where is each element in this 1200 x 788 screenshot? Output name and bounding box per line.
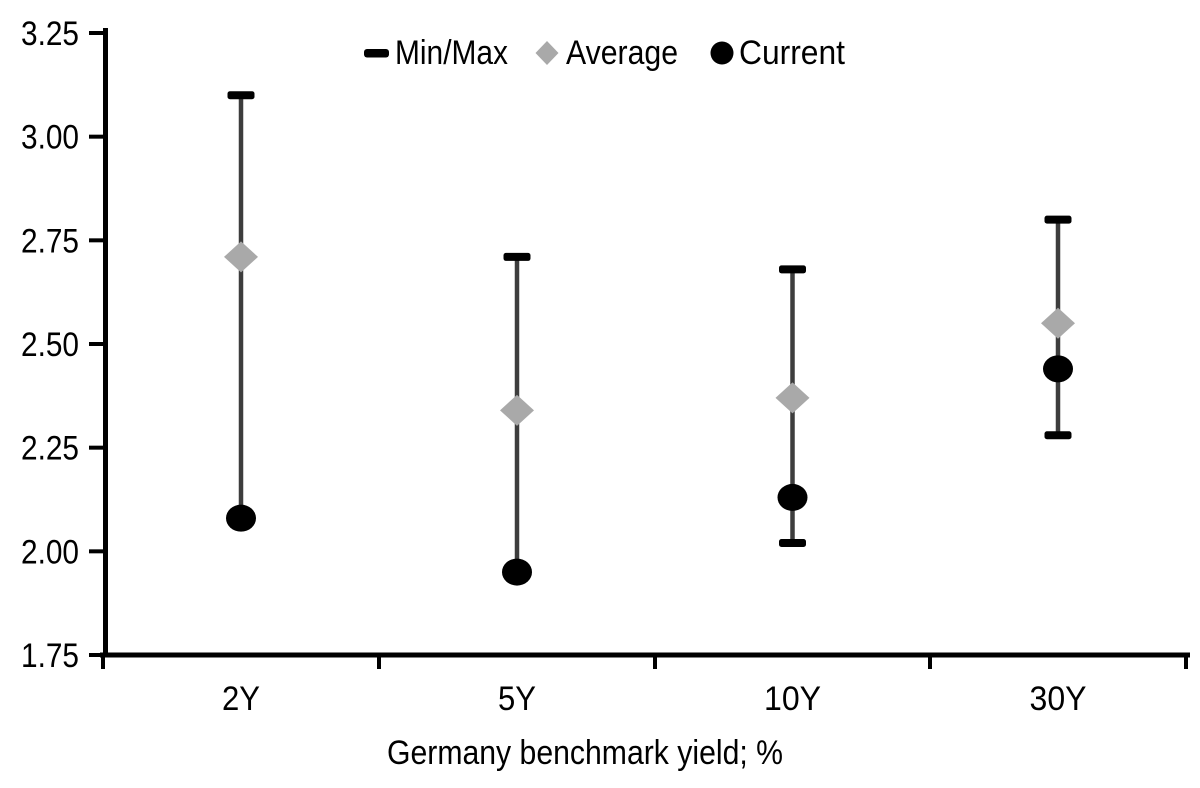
y-axis-tick [89, 549, 103, 554]
average-diamond-icon [535, 41, 559, 65]
y-axis: 1.75 2.00 2.25 2.50 2.75 3.00 3.25 [21, 15, 108, 675]
x-category-label: 30Y [1030, 680, 1087, 718]
max-cap [1044, 215, 1072, 224]
average-diamond [224, 241, 258, 273]
y-tick-label: 2.75 [21, 222, 79, 260]
legend: Min/Max Average Current [364, 34, 846, 72]
y-axis-tick [89, 134, 103, 139]
minmax-dash-icon [364, 49, 389, 58]
min-cap [779, 539, 806, 548]
average-diamond [500, 394, 534, 426]
average-diamond [1041, 307, 1075, 339]
max-cap [227, 91, 255, 100]
legend-item-average: Average [535, 34, 678, 72]
current-circle-icon [710, 41, 734, 65]
y-axis-tick [89, 653, 103, 657]
current-dot [1043, 355, 1073, 383]
y-axis-spine [103, 28, 108, 658]
current-dot [226, 504, 256, 532]
x-axis-tick [928, 655, 932, 669]
y-tick-label: 2.50 [21, 326, 79, 364]
legend-label-average: Average [566, 34, 678, 72]
x-category-label: 10Y [764, 680, 821, 718]
current-dot [502, 558, 532, 586]
y-tick-label: 3.00 [21, 119, 79, 157]
max-cap [503, 252, 531, 261]
x-axis-tick [101, 655, 105, 669]
x-axis-title: Germany benchmark yield; % [387, 734, 783, 772]
x-axis: 2Y 5Y 10Y 30Y [100, 652, 1190, 718]
y-tick-label: 2.00 [21, 533, 79, 571]
x-category-label: 5Y [498, 680, 536, 718]
min-cap [1044, 431, 1072, 440]
y-tick-label: 1.75 [21, 637, 79, 675]
y-axis-tick [89, 238, 103, 243]
average-diamond [775, 382, 810, 414]
current-dot [777, 483, 808, 511]
chart-marks [224, 91, 1075, 586]
legend-label-minmax: Min/Max [395, 34, 508, 72]
x-axis-tick [1184, 655, 1188, 669]
legend-item-minmax: Min/Max [364, 34, 508, 72]
max-cap [779, 265, 806, 274]
x-axis-line [100, 652, 1190, 658]
x-axis-tick [653, 655, 657, 669]
x-axis-tick [377, 655, 381, 669]
x-category-label: 2Y [222, 680, 260, 718]
y-axis-tick [89, 31, 103, 35]
y-tick-label: 2.25 [21, 430, 79, 468]
legend-item-current: Current [710, 34, 846, 72]
y-axis-tick [89, 445, 103, 450]
y-axis-tick [89, 342, 103, 346]
legend-label-current: Current [739, 34, 846, 72]
y-tick-label: 3.25 [21, 15, 79, 53]
